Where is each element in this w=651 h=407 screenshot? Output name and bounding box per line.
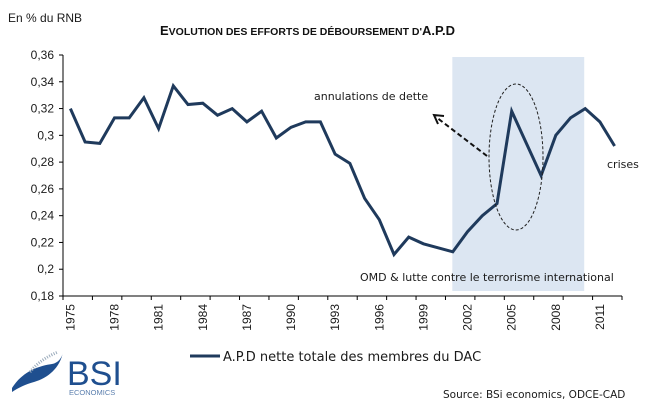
x-tick-label: 2005 — [505, 304, 519, 331]
x-ticks: 1975 1978 1981 1984 1987 1990 1993 1996 1999 2002… — [62, 296, 623, 331]
x-tick-label: 1975 — [63, 304, 77, 331]
axes — [62, 55, 622, 297]
x-tick-label: 1987 — [240, 304, 254, 331]
x-tick-label: 1990 — [284, 304, 298, 331]
data-points — [70, 85, 615, 255]
shaded-region — [452, 57, 585, 291]
bsi-logo: BSI ECONOMICS — [12, 350, 122, 397]
highlight-ellipse — [488, 83, 544, 231]
x-tick-label: 2002 — [461, 304, 475, 331]
y-tick-label: 0,28 — [31, 155, 55, 169]
x-tick-label: 1981 — [152, 304, 166, 331]
arrow-head-icon — [432, 113, 445, 125]
x-tick-label: 2008 — [549, 304, 563, 331]
x-tick-label: 1993 — [328, 304, 342, 331]
series-line — [69, 82, 616, 258]
y-tick-label: 0,36 — [31, 48, 55, 62]
logo-arc-icon — [28, 350, 59, 373]
logo-subtitle: ECONOMICS — [69, 388, 115, 397]
source-text: Source: BSi economics, ODCE-CAD — [443, 389, 625, 401]
x-tick-label: 1984 — [196, 304, 210, 331]
title-first-letter: E — [160, 23, 169, 38]
y-tick-label: 0,26 — [31, 182, 55, 196]
y-tick-label: 0,18 — [31, 289, 55, 303]
y-tick-label: 0,32 — [31, 102, 55, 116]
title-suffix: A.P.D — [422, 23, 455, 38]
y-tick-label: 0,24 — [31, 209, 55, 223]
y-tick-label: 0,2 — [37, 262, 54, 276]
y-axis-label: En % du RNB — [8, 11, 82, 25]
y-tick-label: 0,34 — [31, 75, 55, 89]
x-tick-label: 1978 — [107, 304, 121, 331]
title-rest: VOLUTION DES EFFORTS DE DÉBOURSEMENT D' — [169, 25, 422, 38]
y-tick-label: 0,3 — [37, 128, 54, 142]
legend-label: A.P.D nette totale des membres du DAC — [223, 350, 481, 365]
chart-title: EVOLUTION DES EFFORTS DE DÉBOURSEMENT D'… — [160, 23, 455, 38]
x-tick-label: 1999 — [416, 304, 430, 331]
shaded-region-label: OMD & lutte contre le terrorisme interna… — [360, 271, 614, 284]
y-ticks: 0,18 0,2 0,22 0,24 0,26 0,28 0,3 0,32 0,34 0,36 — [31, 48, 63, 303]
x-tick-label: 2011 — [593, 304, 607, 330]
logo-text: BSI — [67, 355, 122, 393]
annotation-arrow — [435, 116, 488, 157]
annotation-crises: crises — [607, 158, 639, 171]
annotation-debt-cancellation: annulations de dette — [314, 90, 428, 103]
x-tick-label: 1996 — [372, 304, 386, 331]
y-tick-label: 0,22 — [31, 235, 55, 249]
logo-swoosh-icon — [12, 352, 63, 392]
